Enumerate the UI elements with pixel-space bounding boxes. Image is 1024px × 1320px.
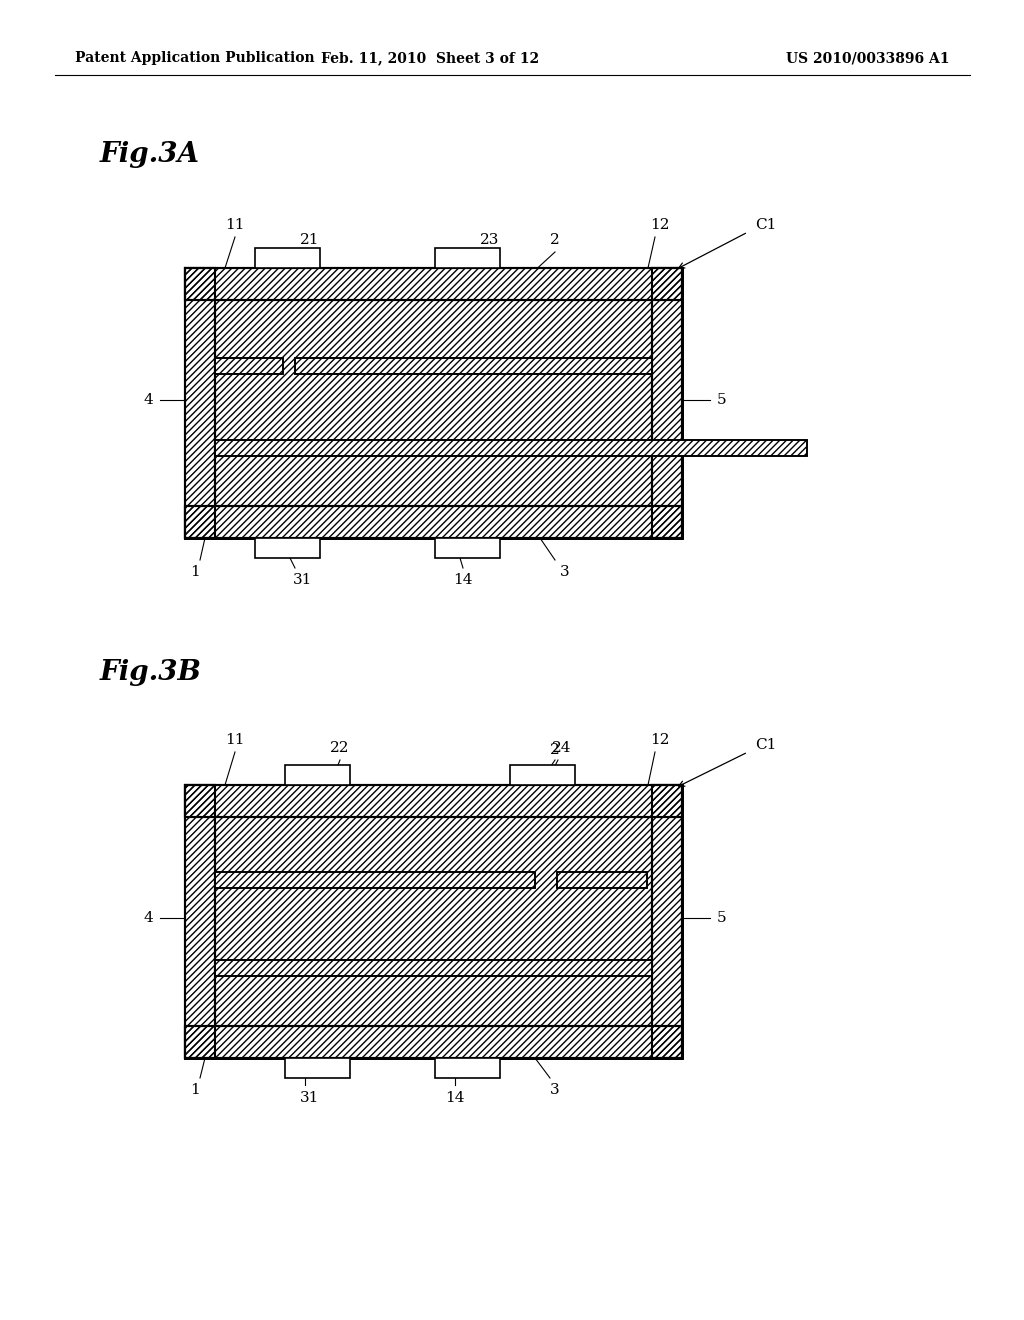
Text: 12: 12: [650, 218, 670, 232]
Bar: [185, 506, 682, 539]
Bar: [215, 960, 652, 975]
Bar: [285, 766, 350, 785]
Bar: [215, 358, 283, 374]
Text: 22: 22: [331, 741, 350, 755]
Bar: [215, 873, 535, 888]
Text: 3: 3: [560, 565, 569, 579]
Bar: [652, 268, 682, 539]
Bar: [185, 506, 682, 539]
Bar: [215, 873, 535, 888]
Text: 31: 31: [300, 1092, 319, 1105]
Text: 5: 5: [717, 911, 727, 925]
Text: 23: 23: [480, 234, 500, 247]
Bar: [652, 268, 682, 539]
Text: 21: 21: [300, 234, 319, 247]
Text: 3: 3: [550, 1082, 560, 1097]
Bar: [185, 785, 215, 1059]
Bar: [557, 873, 647, 888]
Bar: [255, 539, 319, 558]
Text: 14: 14: [454, 573, 473, 587]
Bar: [435, 1059, 500, 1078]
Text: 12: 12: [650, 733, 670, 747]
Bar: [185, 268, 682, 539]
Bar: [185, 785, 682, 817]
Text: 2: 2: [550, 234, 560, 247]
Text: Patent Application Publication: Patent Application Publication: [75, 51, 314, 65]
Bar: [185, 268, 682, 300]
Bar: [185, 785, 682, 817]
Bar: [435, 248, 500, 268]
Bar: [185, 785, 682, 1059]
Bar: [435, 539, 500, 558]
Bar: [652, 785, 682, 1059]
Bar: [215, 440, 807, 455]
Bar: [295, 358, 652, 374]
Bar: [215, 358, 283, 374]
Bar: [185, 785, 682, 1059]
Bar: [215, 960, 652, 975]
Text: C1: C1: [755, 218, 776, 232]
Text: 4: 4: [143, 393, 153, 407]
Bar: [185, 785, 215, 1059]
Bar: [185, 268, 682, 300]
Bar: [285, 1059, 350, 1078]
Bar: [215, 440, 807, 455]
Text: 1: 1: [190, 1082, 200, 1097]
Bar: [510, 766, 575, 785]
Text: 11: 11: [225, 733, 245, 747]
Text: 11: 11: [225, 218, 245, 232]
Bar: [185, 268, 215, 539]
Text: Feb. 11, 2010  Sheet 3 of 12: Feb. 11, 2010 Sheet 3 of 12: [321, 51, 539, 65]
Text: US 2010/0033896 A1: US 2010/0033896 A1: [786, 51, 950, 65]
Text: C1: C1: [755, 738, 776, 752]
Text: 5: 5: [717, 393, 727, 407]
Bar: [185, 268, 682, 539]
Bar: [185, 1026, 682, 1059]
Text: 2: 2: [550, 743, 560, 756]
Text: Fig.3A: Fig.3A: [100, 141, 200, 169]
Bar: [652, 785, 682, 1059]
Bar: [295, 358, 652, 374]
Text: Fig.3B: Fig.3B: [100, 659, 202, 685]
Bar: [185, 268, 215, 539]
Bar: [557, 873, 647, 888]
Text: 31: 31: [293, 573, 312, 587]
Text: 14: 14: [445, 1092, 465, 1105]
Bar: [185, 1026, 682, 1059]
Bar: [255, 248, 319, 268]
Text: 24: 24: [552, 741, 571, 755]
Text: 1: 1: [190, 565, 200, 579]
Text: 4: 4: [143, 911, 153, 925]
